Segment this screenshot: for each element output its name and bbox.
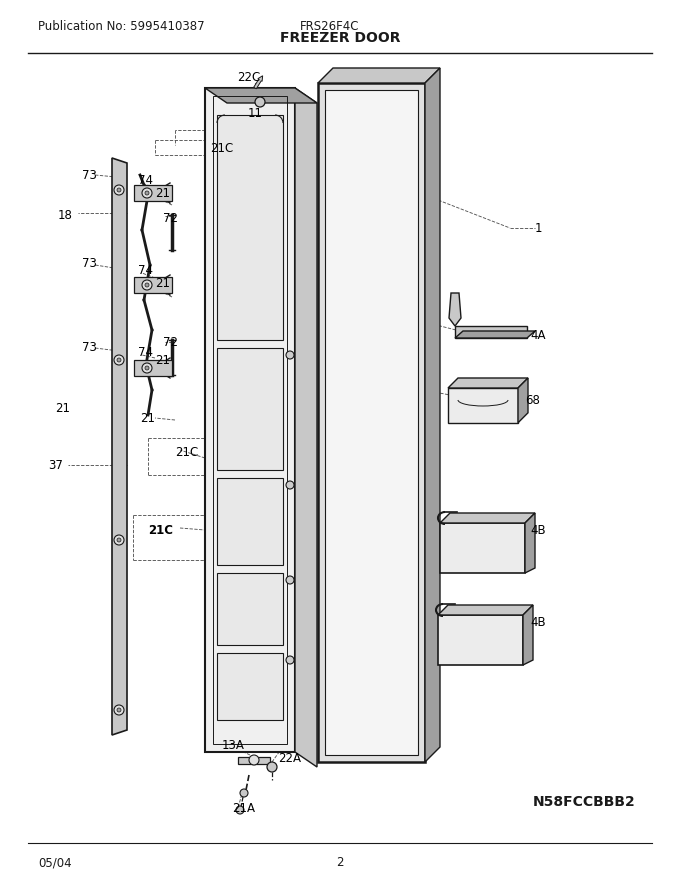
Polygon shape xyxy=(295,88,317,767)
Text: 21: 21 xyxy=(155,187,170,200)
Polygon shape xyxy=(217,478,283,565)
Polygon shape xyxy=(238,757,270,764)
Circle shape xyxy=(117,708,121,712)
Circle shape xyxy=(286,656,294,664)
FancyArrow shape xyxy=(254,76,262,89)
Text: 72: 72 xyxy=(163,335,178,348)
Circle shape xyxy=(145,283,149,287)
Circle shape xyxy=(255,97,265,107)
Text: 11: 11 xyxy=(248,106,263,120)
Text: 18: 18 xyxy=(58,209,73,222)
Polygon shape xyxy=(318,83,425,762)
Text: 1: 1 xyxy=(535,222,543,234)
Text: 21: 21 xyxy=(140,412,155,424)
Text: FREEZER DOOR: FREEZER DOOR xyxy=(279,31,401,45)
Text: 4B: 4B xyxy=(530,524,545,537)
Polygon shape xyxy=(112,158,127,735)
Polygon shape xyxy=(523,605,533,665)
Polygon shape xyxy=(134,277,172,293)
Text: Publication No: 5995410387: Publication No: 5995410387 xyxy=(38,20,205,33)
Text: 2: 2 xyxy=(336,856,344,869)
Polygon shape xyxy=(438,615,523,665)
Text: 21C: 21C xyxy=(175,445,199,458)
Circle shape xyxy=(240,789,248,797)
Polygon shape xyxy=(455,331,535,338)
Text: 21C: 21C xyxy=(148,524,173,537)
Polygon shape xyxy=(455,326,527,338)
Text: 4A: 4A xyxy=(530,328,545,341)
Text: 22C: 22C xyxy=(237,70,260,84)
Polygon shape xyxy=(438,605,533,615)
Polygon shape xyxy=(325,90,418,755)
Circle shape xyxy=(114,185,124,195)
Circle shape xyxy=(249,755,259,765)
Circle shape xyxy=(117,358,121,362)
Polygon shape xyxy=(205,88,317,103)
Polygon shape xyxy=(440,523,525,573)
Text: N58FCCBBB2: N58FCCBBB2 xyxy=(532,795,635,809)
Circle shape xyxy=(117,188,121,192)
Circle shape xyxy=(236,806,244,814)
Circle shape xyxy=(145,191,149,195)
Polygon shape xyxy=(440,513,535,523)
Circle shape xyxy=(142,280,152,290)
Text: 05/04: 05/04 xyxy=(38,856,71,869)
Circle shape xyxy=(142,188,152,198)
Text: 74: 74 xyxy=(138,263,153,276)
Polygon shape xyxy=(217,653,283,720)
Circle shape xyxy=(142,363,152,373)
Polygon shape xyxy=(425,68,440,762)
Text: 37: 37 xyxy=(48,458,63,472)
Polygon shape xyxy=(448,388,518,422)
Circle shape xyxy=(117,538,121,542)
Text: 74: 74 xyxy=(138,173,153,187)
Text: 21: 21 xyxy=(155,354,170,366)
Circle shape xyxy=(286,576,294,584)
Polygon shape xyxy=(449,293,461,326)
Circle shape xyxy=(286,481,294,489)
Polygon shape xyxy=(518,378,528,422)
Text: 74: 74 xyxy=(138,346,153,358)
Text: 73: 73 xyxy=(82,256,97,269)
Text: 21: 21 xyxy=(55,401,70,414)
Polygon shape xyxy=(448,378,528,388)
Text: 13A: 13A xyxy=(222,738,245,752)
Circle shape xyxy=(145,366,149,370)
Polygon shape xyxy=(525,513,535,573)
Text: 72: 72 xyxy=(163,211,178,224)
Circle shape xyxy=(114,705,124,715)
Circle shape xyxy=(114,535,124,545)
Polygon shape xyxy=(134,185,172,201)
Text: 4B: 4B xyxy=(530,615,545,628)
Circle shape xyxy=(114,355,124,365)
Text: 21: 21 xyxy=(155,276,170,290)
Circle shape xyxy=(286,351,294,359)
Text: 73: 73 xyxy=(82,341,97,354)
Polygon shape xyxy=(318,68,440,83)
Polygon shape xyxy=(205,88,295,752)
Text: 68: 68 xyxy=(525,393,540,407)
Text: FRS26F4C: FRS26F4C xyxy=(300,20,360,33)
Circle shape xyxy=(267,762,277,772)
Polygon shape xyxy=(217,115,283,340)
Text: 22A: 22A xyxy=(278,752,301,765)
Polygon shape xyxy=(217,573,283,645)
Text: 21C: 21C xyxy=(210,142,233,155)
Polygon shape xyxy=(217,348,283,470)
Polygon shape xyxy=(134,360,172,376)
Text: 21A: 21A xyxy=(232,802,255,815)
Text: 73: 73 xyxy=(82,168,97,181)
